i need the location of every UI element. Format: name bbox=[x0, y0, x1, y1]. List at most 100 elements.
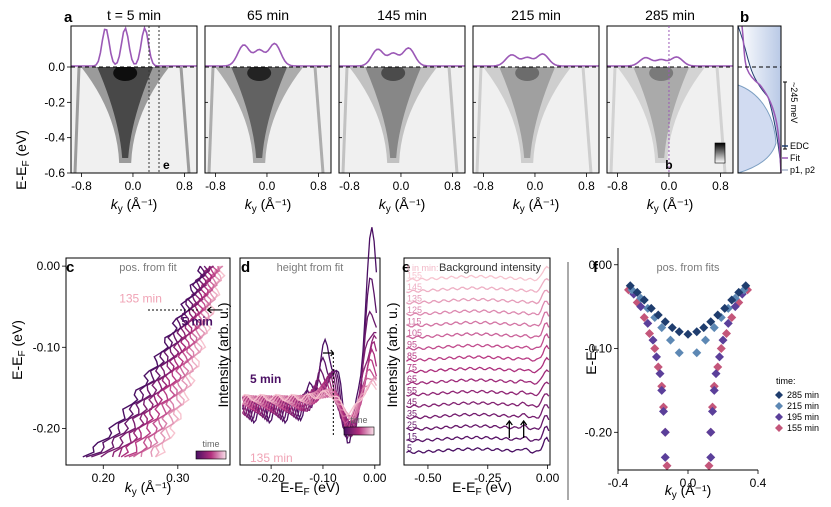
time-label: 105 bbox=[407, 328, 422, 338]
y-tick-label: -0.2 bbox=[44, 95, 65, 109]
subplot-frame bbox=[606, 25, 734, 174]
arpes-side-band bbox=[475, 66, 483, 174]
arpes-image-bg bbox=[473, 67, 599, 173]
arpes-surface-state bbox=[113, 65, 138, 81]
x-tick-label: 0.8 bbox=[712, 179, 729, 193]
data-point bbox=[723, 318, 733, 328]
panel-d: -0.20 -0.10 0.00 5 min 135 min time bbox=[239, 227, 387, 485]
mdc-fit-line bbox=[205, 42, 331, 67]
panel-e-letter: e bbox=[402, 259, 410, 276]
panel-d-ylabel: Intensity (arb. u.) bbox=[215, 302, 231, 407]
data-point bbox=[692, 348, 702, 358]
arpes-side-band bbox=[179, 66, 191, 174]
time-label: 25 bbox=[407, 420, 417, 430]
x-tick-label: 0.0 bbox=[393, 179, 410, 193]
legend-label: 195 min bbox=[787, 412, 819, 422]
panel-d-xlabel: E-EF (eV) bbox=[280, 479, 340, 498]
x-tick-label: 0.0 bbox=[125, 179, 142, 193]
axes-frame bbox=[65, 257, 231, 466]
x-tick-label: -0.25 bbox=[474, 471, 502, 485]
colorbar-label: time bbox=[202, 439, 219, 449]
x-tick-label: -0.20 bbox=[257, 471, 285, 485]
panel-b-letter: b bbox=[740, 9, 749, 26]
panel-a-xlabel: ky (Å⁻¹) bbox=[647, 196, 694, 215]
arpes-surface-state bbox=[515, 65, 540, 81]
background-line bbox=[406, 344, 550, 363]
legend-label: 215 min bbox=[787, 401, 819, 411]
time-label: 55 bbox=[407, 386, 417, 396]
mdc-fit-line bbox=[607, 56, 733, 67]
panel-a-subplot-1: t = 5 min -0.8 0.0 0.8 ky (Å⁻¹) 0.0 -0.2 -0.4 -0… bbox=[44, 7, 198, 215]
panel-c-letter: c bbox=[66, 259, 74, 276]
arpes-image-bg bbox=[339, 67, 465, 173]
time-header: t in min: bbox=[407, 263, 439, 273]
data-point bbox=[645, 328, 654, 338]
time-label: 5 bbox=[407, 443, 412, 453]
series-155-min bbox=[624, 285, 752, 471]
xlabel-sub: y bbox=[520, 204, 525, 215]
data-point bbox=[659, 406, 668, 416]
data-point bbox=[639, 313, 649, 323]
data-point bbox=[734, 287, 744, 297]
background-line bbox=[406, 332, 550, 351]
data-point bbox=[708, 406, 717, 416]
arpes-surface-state bbox=[649, 65, 674, 81]
panel-a-subplot-4: 215 min -0.8 0.0 0.8 ky (Å⁻¹) bbox=[472, 7, 600, 215]
x-tick-label: 0.0 bbox=[527, 179, 544, 193]
data-point bbox=[713, 362, 723, 372]
panel-a-title-5: 285 min bbox=[645, 7, 695, 23]
data-point bbox=[727, 295, 737, 305]
xlabel-unit: (Å⁻¹) bbox=[257, 196, 292, 212]
x-tick-label: 0.8 bbox=[310, 179, 327, 193]
colorbar-label: time bbox=[350, 415, 367, 425]
mdc-fit-line bbox=[473, 53, 599, 67]
feature-arrow bbox=[520, 419, 528, 438]
xlabel-sub: y bbox=[118, 204, 123, 215]
data-point bbox=[683, 329, 693, 339]
x-tick-label: 0.4 bbox=[750, 476, 767, 490]
time-colorbar bbox=[195, 450, 227, 460]
panel-e-ylabel: Intensity (arb. u.) bbox=[384, 302, 400, 407]
panel-a-title-1: t = 5 min bbox=[107, 7, 161, 23]
x-tick-label: 0.30 bbox=[166, 471, 190, 485]
data-point bbox=[650, 344, 660, 354]
x-tick-label: 0.00 bbox=[363, 471, 387, 485]
time-label: 125 bbox=[407, 305, 422, 315]
background-line bbox=[406, 311, 550, 328]
legend-label: p1, p2 bbox=[790, 165, 815, 175]
data-point bbox=[646, 303, 656, 313]
y-tick-label: -0.4 bbox=[44, 131, 65, 145]
background-line bbox=[406, 404, 550, 420]
edc-peak-p1 bbox=[737, 84, 777, 174]
panel-e-xlabel: E-EF (eV) bbox=[452, 479, 512, 498]
arpes-side-band bbox=[73, 66, 81, 174]
data-point bbox=[722, 328, 731, 338]
panel-f-letter: f bbox=[593, 259, 599, 276]
data-point bbox=[709, 385, 719, 395]
data-point bbox=[653, 310, 663, 320]
arpes-side-band bbox=[581, 66, 593, 174]
y-tick-label: -0.10 bbox=[585, 342, 613, 356]
data-point bbox=[704, 461, 714, 471]
x-tick-label: -0.4 bbox=[608, 476, 629, 490]
arpes-band-outer bbox=[483, 67, 572, 163]
arpes-side-band bbox=[609, 66, 617, 174]
xlabel-k: k bbox=[111, 196, 119, 212]
y-tick-label: 0.00 bbox=[589, 258, 613, 272]
arpes-image-bg bbox=[205, 67, 331, 173]
data-point bbox=[706, 452, 716, 462]
x-tick-label: 0.8 bbox=[176, 179, 193, 193]
panel-f: 0.00 -0.10 -0.20 -0.4 0.0 0.4 time: 285 min215 … bbox=[585, 248, 819, 490]
xlabel-unit: (Å⁻¹) bbox=[391, 196, 426, 212]
panel-d-subtitle: height from fit bbox=[277, 262, 344, 274]
background-line bbox=[406, 393, 550, 409]
y-tick-label: -0.6 bbox=[44, 166, 65, 180]
data-point bbox=[625, 281, 635, 291]
xlabel-k: k bbox=[647, 196, 655, 212]
series-285-min bbox=[625, 281, 751, 339]
data-point bbox=[643, 318, 653, 328]
annot-5-min: 5 min bbox=[250, 372, 281, 386]
time-label: 145 bbox=[407, 282, 422, 292]
annot-135-min: 135 min bbox=[250, 451, 293, 465]
x-tick-label: 0.00 bbox=[536, 471, 560, 485]
